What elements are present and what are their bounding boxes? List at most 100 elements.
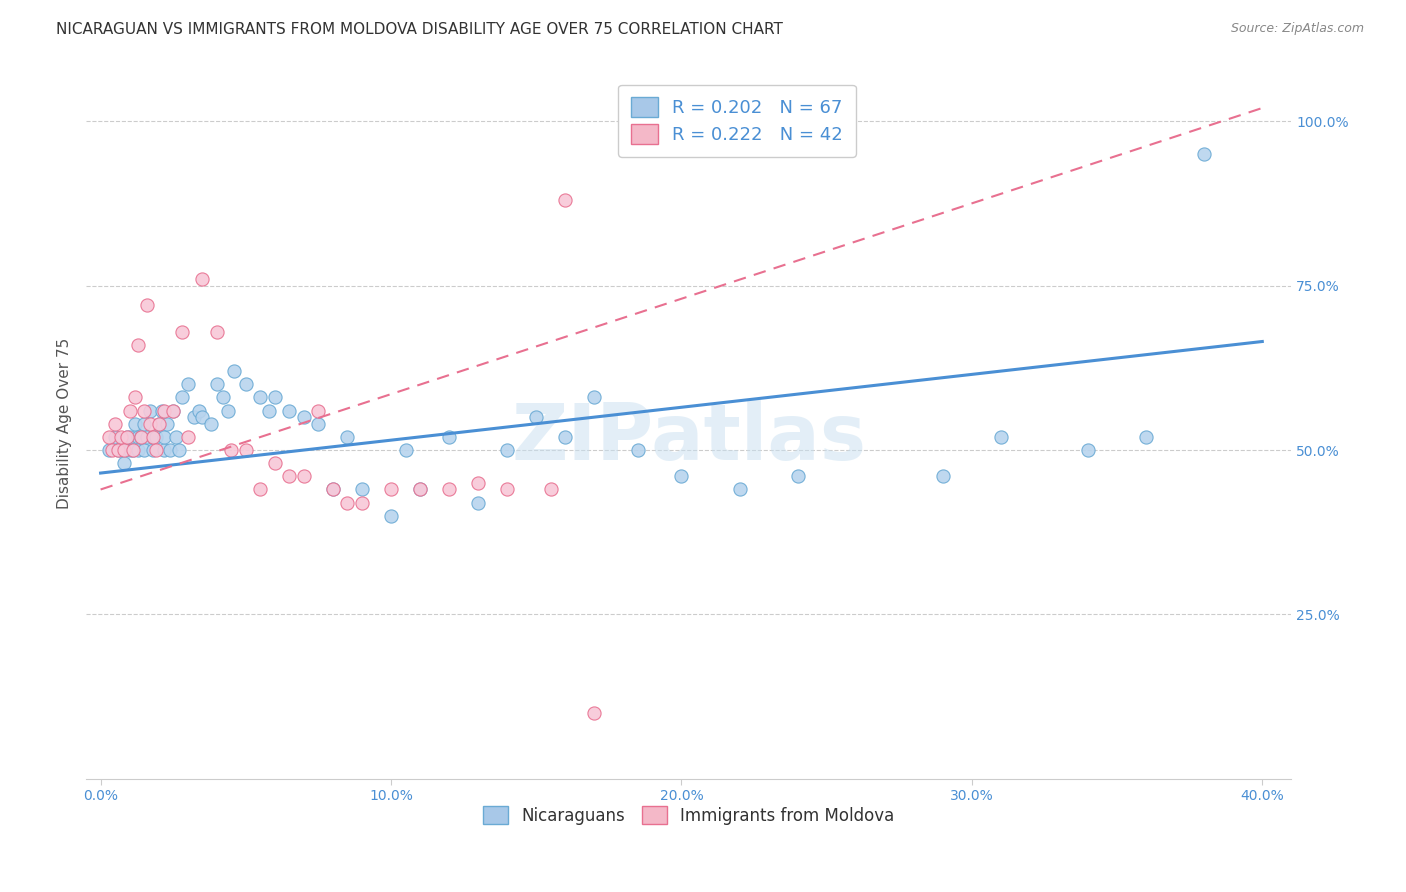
Point <box>322 483 344 497</box>
Point <box>278 403 301 417</box>
Point <box>129 430 152 444</box>
Point <box>127 443 149 458</box>
Point <box>127 338 149 352</box>
Point <box>107 443 129 458</box>
Point <box>136 430 159 444</box>
Point <box>409 483 432 497</box>
Point <box>170 391 193 405</box>
Point <box>177 377 200 392</box>
Point <box>437 483 460 497</box>
Point <box>118 443 141 458</box>
Point <box>307 417 329 431</box>
Point <box>191 272 214 286</box>
Point <box>145 443 167 458</box>
Point <box>307 403 329 417</box>
Point <box>148 417 170 431</box>
Point <box>627 443 650 458</box>
Point <box>162 403 184 417</box>
Point <box>380 508 402 523</box>
Point <box>257 403 280 417</box>
Point <box>118 403 141 417</box>
Point <box>932 469 955 483</box>
Point <box>211 391 233 405</box>
Point <box>139 403 162 417</box>
Point <box>322 483 344 497</box>
Point <box>292 410 315 425</box>
Point <box>278 469 301 483</box>
Point <box>107 443 129 458</box>
Point <box>554 193 576 207</box>
Point <box>115 430 138 444</box>
Point <box>134 417 156 431</box>
Point <box>219 443 242 458</box>
Point <box>786 469 808 483</box>
Point <box>336 430 359 444</box>
Point <box>467 475 489 490</box>
Legend: Nicaraguans, Immigrants from Moldova: Nicaraguans, Immigrants from Moldova <box>472 796 904 835</box>
Point <box>156 417 179 431</box>
Point <box>467 496 489 510</box>
Point <box>177 430 200 444</box>
Point <box>112 443 135 458</box>
Point <box>336 496 359 510</box>
Point <box>350 483 373 497</box>
Point <box>263 456 285 470</box>
Point <box>134 403 156 417</box>
Point <box>249 391 271 405</box>
Point <box>121 443 143 458</box>
Point <box>205 377 228 392</box>
Point <box>292 469 315 483</box>
Point <box>134 443 156 458</box>
Text: ZIPatlas: ZIPatlas <box>512 400 866 476</box>
Text: Source: ZipAtlas.com: Source: ZipAtlas.com <box>1230 22 1364 36</box>
Point <box>159 443 181 458</box>
Point <box>224 364 246 378</box>
Point <box>524 410 547 425</box>
Point <box>728 483 751 497</box>
Point <box>496 443 519 458</box>
Point <box>153 403 176 417</box>
Point <box>104 430 127 444</box>
Point <box>200 417 222 431</box>
Point <box>139 417 162 431</box>
Point <box>110 430 132 444</box>
Point <box>380 483 402 497</box>
Point <box>142 430 165 444</box>
Point <box>153 443 176 458</box>
Point <box>235 377 257 392</box>
Point <box>142 430 165 444</box>
Y-axis label: Disability Age Over 75: Disability Age Over 75 <box>58 338 72 509</box>
Point <box>162 403 184 417</box>
Point <box>170 325 193 339</box>
Point <box>136 298 159 312</box>
Point <box>150 403 173 417</box>
Point <box>165 430 187 444</box>
Point <box>124 391 146 405</box>
Point <box>554 430 576 444</box>
Point <box>217 403 239 417</box>
Point <box>98 443 121 458</box>
Point <box>121 443 143 458</box>
Point <box>394 443 416 458</box>
Point <box>583 706 606 720</box>
Point <box>496 483 519 497</box>
Point <box>129 430 152 444</box>
Point <box>1192 147 1215 161</box>
Point <box>104 417 127 431</box>
Point <box>148 417 170 431</box>
Point <box>145 430 167 444</box>
Point <box>142 443 165 458</box>
Point <box>127 430 149 444</box>
Point <box>437 430 460 444</box>
Point <box>990 430 1012 444</box>
Point <box>205 325 228 339</box>
Point <box>1135 430 1157 444</box>
Point <box>409 483 432 497</box>
Point <box>118 430 141 444</box>
Point <box>101 443 124 458</box>
Point <box>112 456 135 470</box>
Point <box>183 410 205 425</box>
Point <box>188 403 211 417</box>
Point <box>124 417 146 431</box>
Point <box>671 469 693 483</box>
